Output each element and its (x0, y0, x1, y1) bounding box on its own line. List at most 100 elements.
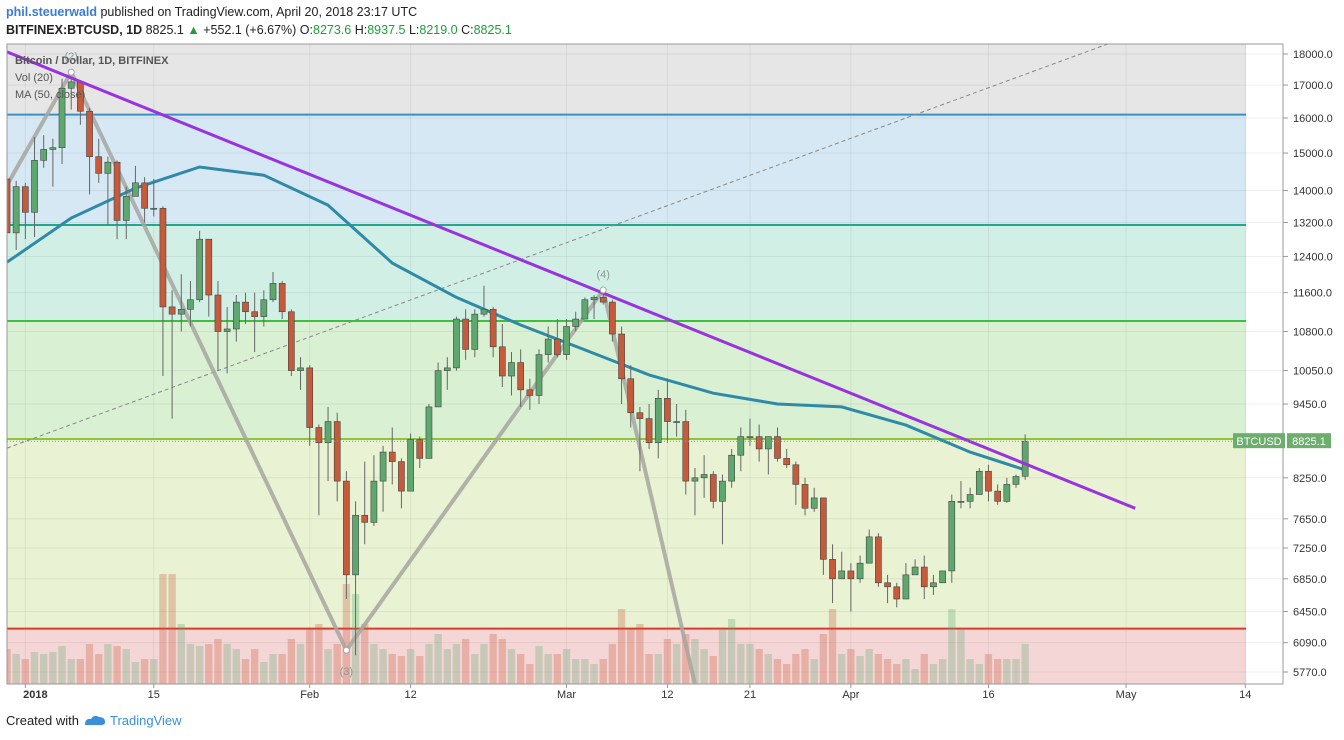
candle-body (58, 87, 66, 148)
volume-bar (975, 664, 983, 684)
candle-body (755, 436, 763, 450)
volume-bar (443, 649, 451, 684)
header-line: phil.steuerwald published on TradingView… (6, 3, 512, 21)
candle-body (737, 436, 745, 456)
volume-bar (727, 619, 736, 684)
published: published on TradingView.com, April 20, … (100, 5, 418, 19)
volume-bar (599, 659, 607, 684)
volume-bar (838, 654, 846, 684)
volume-bar (269, 654, 277, 684)
last-price: 8825.1 (145, 23, 184, 37)
moving-average (7, 165, 1026, 472)
candle-body (388, 451, 396, 462)
header: phil.steuerwald published on TradingView… (6, 3, 512, 39)
candle-body (682, 421, 690, 482)
candle-body (113, 161, 121, 221)
volume-bar (828, 609, 837, 684)
legend-item: Vol (20) (15, 72, 53, 84)
volume-bar (929, 664, 938, 684)
candle-body (618, 333, 625, 380)
candle-body (95, 156, 103, 174)
candle-body (471, 313, 479, 350)
price-tag-bg (1287, 433, 1331, 449)
candle-body (930, 582, 937, 588)
price-tag-symbol-bg (1233, 433, 1285, 449)
volume-bar (572, 659, 580, 684)
candle-body (554, 338, 561, 355)
candle-body (205, 238, 213, 296)
volume-bar (113, 646, 121, 684)
candle-body (67, 81, 75, 89)
candle-body (443, 367, 451, 371)
volume-bar (810, 659, 818, 684)
volume-bar (49, 652, 57, 684)
candle-body (590, 297, 598, 301)
candle-body (122, 196, 130, 221)
candle-body (746, 436, 754, 438)
volume-bar (406, 649, 415, 684)
volume-bar (590, 664, 598, 684)
candle-body (196, 238, 203, 301)
volume-bar (507, 649, 516, 684)
y-tick-label: 7250.0 (1293, 543, 1327, 555)
volume-bar (480, 644, 488, 684)
volume-bar (287, 639, 296, 684)
volume-bar (1012, 659, 1020, 684)
footer: Created with TradingView (6, 713, 182, 728)
volume-bar (966, 659, 974, 684)
volume-bar (471, 654, 479, 684)
candle-body (269, 283, 277, 301)
volume-bar (241, 659, 250, 684)
y-tick-label: 15000.0 (1293, 148, 1333, 160)
author[interactable]: phil.steuerwald (6, 5, 97, 19)
brand[interactable]: TradingView (110, 713, 182, 728)
candle-body (994, 490, 1001, 502)
candle-body (398, 461, 405, 492)
axes (6, 43, 1284, 685)
y-tick-label: 6850.0 (1293, 574, 1327, 586)
volume-bar (654, 654, 662, 684)
volume-bar (498, 639, 506, 684)
y-tick-label: 7650.0 (1293, 514, 1327, 526)
candle-body (709, 474, 717, 502)
volume-bar (489, 634, 497, 684)
wave-point (599, 286, 607, 294)
candle-body (324, 421, 332, 444)
volume-bar (526, 664, 534, 684)
x-tick-label: 12 (661, 689, 673, 701)
volume-bar (553, 654, 562, 684)
volume-bar (617, 609, 626, 684)
candle-body (379, 451, 387, 482)
wave-label: (4) (596, 269, 609, 281)
volume-bar (416, 656, 424, 684)
volume-bar (700, 649, 708, 684)
y-tick-label: 9450.0 (1293, 399, 1327, 411)
volume-bar (746, 644, 754, 684)
candle-body (132, 182, 139, 197)
wave-point (67, 68, 75, 76)
volume-bar (205, 644, 213, 684)
volume-bar (755, 649, 763, 684)
fib-band (7, 439, 1246, 629)
volume-bar (278, 654, 286, 684)
volume-bar (159, 574, 167, 684)
candle-body (609, 301, 616, 335)
volume-bar (250, 649, 259, 684)
candle-body (765, 436, 772, 450)
volume-bar (223, 644, 231, 684)
volume-bar (856, 656, 864, 684)
volume-bar (663, 639, 672, 684)
symbol: BITFINEX:BTCUSD, 1D (6, 23, 143, 37)
volume-bar (737, 644, 745, 684)
fib-band (7, 628, 1246, 684)
y-tick-label: 18000.0 (1293, 49, 1333, 61)
volume-bar (783, 664, 791, 684)
y-tick-label: 6450.0 (1293, 606, 1327, 618)
candle-body (489, 309, 497, 348)
candle-body (1003, 484, 1011, 502)
volume-bar (397, 656, 406, 684)
candle-body (719, 480, 726, 502)
volume-bar (140, 659, 149, 684)
wave-label: (2) (64, 51, 77, 63)
candle-body (810, 497, 818, 509)
